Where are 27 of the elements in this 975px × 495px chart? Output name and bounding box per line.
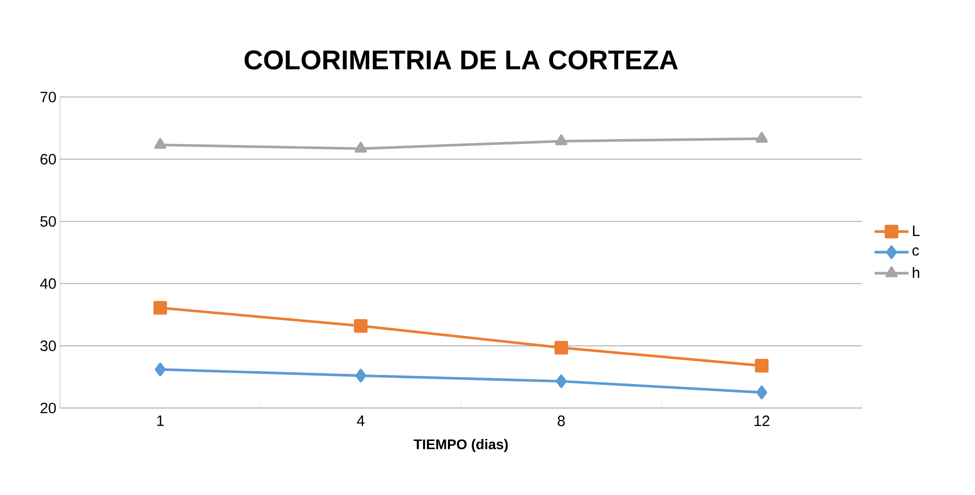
y-tick-label: 50 bbox=[40, 216, 56, 227]
point bbox=[555, 134, 568, 146]
legend-label: c bbox=[912, 247, 919, 256]
point bbox=[556, 374, 567, 388]
point bbox=[154, 362, 166, 376]
point bbox=[355, 368, 366, 382]
x-tick-label: 8 bbox=[558, 416, 565, 426]
x-tick-label: 4 bbox=[356, 416, 364, 426]
point bbox=[756, 386, 768, 400]
y-tick-label: 30 bbox=[40, 340, 56, 352]
x-tick-label: 12 bbox=[754, 416, 770, 426]
legend-label: h bbox=[912, 266, 920, 278]
legend-label: L bbox=[913, 226, 920, 236]
y-tick-label: 60 bbox=[40, 154, 56, 165]
x-axis-title: TIEMPO (dias) bbox=[414, 438, 508, 452]
point bbox=[154, 138, 166, 149]
point bbox=[756, 132, 768, 143]
point bbox=[754, 358, 769, 372]
y-tick-label: 40 bbox=[40, 278, 56, 289]
y-tick-label: 20 bbox=[40, 402, 56, 414]
point bbox=[153, 301, 168, 315]
point bbox=[354, 142, 367, 153]
y-tick-label: 70 bbox=[40, 92, 56, 102]
x-tick-label: 1 bbox=[157, 416, 164, 426]
point bbox=[354, 319, 368, 333]
point bbox=[554, 340, 568, 354]
chart-title: COLORIMETRIA DE LA CORTEZA bbox=[244, 50, 678, 70]
